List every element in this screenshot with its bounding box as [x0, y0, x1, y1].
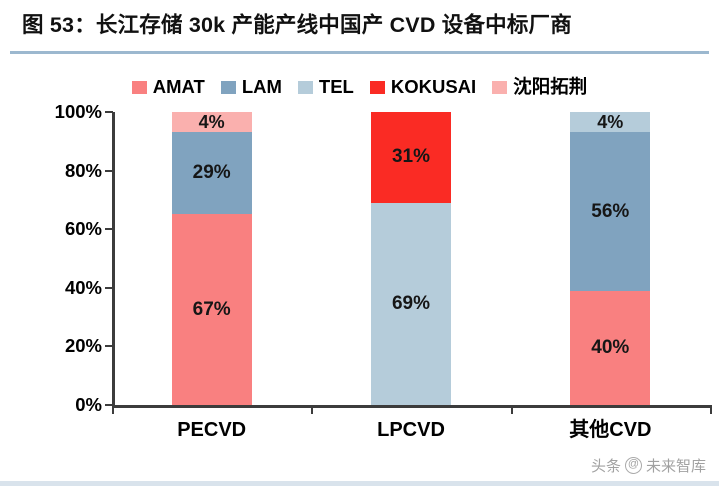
x-axis-tick-mark — [710, 405, 712, 414]
bar-segment-value-label: 69% — [391, 292, 430, 314]
y-axis-line — [112, 112, 115, 406]
legend-swatch-icon — [369, 80, 385, 94]
at-sign-icon: @ — [625, 457, 643, 474]
y-axis-tick-mark — [105, 228, 113, 231]
stacked-bar[interactable]: 31% 69% — [370, 112, 451, 405]
bar-segment-value-label: 67% — [192, 298, 231, 320]
bar-segment-AMAT[interactable]: 40% — [570, 291, 651, 405]
y-axis-tick-mark — [105, 404, 113, 406]
y-axis-tick-mark — [105, 169, 113, 172]
y-axis-labels: 0% 20% 40% 60% 80% 100% — [28, 100, 102, 415]
chart-legend: AMAT LAM TEL KOKUSAI 沈阳拓荆 — [0, 74, 719, 100]
bar-segment-TEL[interactable]: 4% — [570, 112, 651, 132]
x-axis-tick-mark — [311, 405, 314, 414]
bar-segment-AMAT[interactable]: 67% — [171, 214, 252, 405]
y-axis-tick-label: 0% — [75, 394, 102, 415]
bar-segment-value-label: 4% — [597, 112, 624, 132]
bar-segment-LAM[interactable]: 29% — [171, 132, 252, 215]
x-axis-category-label: PECVD — [177, 419, 247, 441]
x-axis-category-label: LPCVD — [377, 419, 445, 441]
bar-segment-value-label: 56% — [591, 200, 630, 222]
x-axis-line — [112, 405, 710, 408]
bar-group-LPCVD: 31% 69% — [311, 112, 510, 405]
legend-item-AMAT[interactable]: AMAT — [131, 76, 205, 97]
chart-plot-area: 0% 20% 40% 60% 80% 100% 4% 29% 67% 31% 69% 4% 56% 40… — [0, 100, 719, 441]
x-axis-labels: PECVD LPCVD 其他CVD — [112, 418, 710, 452]
legend-item-TEL[interactable]: TEL — [297, 76, 354, 97]
bar-segment-value-label: 40% — [591, 337, 630, 359]
legend-label: KOKUSAI — [390, 76, 477, 97]
legend-label: TEL — [318, 76, 354, 97]
y-axis-tick-mark — [105, 111, 113, 113]
legend-label: AMAT — [152, 76, 205, 97]
y-axis-tick-label: 20% — [64, 335, 102, 357]
y-axis-tick-label: 80% — [64, 159, 102, 181]
x-axis-category-label: 其他CVD — [569, 419, 652, 441]
y-axis-tick-label: 60% — [64, 218, 102, 240]
legend-item-KOKUSAI[interactable]: KOKUSAI — [369, 76, 477, 97]
legend-item-沈阳拓荆[interactable]: 沈阳拓荆 — [492, 77, 587, 97]
x-axis-tick-mark — [510, 405, 513, 414]
bar-segment-value-label: 29% — [192, 162, 231, 184]
bar-series-container: 4% 29% 67% 31% 69% 4% 56% 40% — [112, 112, 710, 405]
bar-segment-value-label: 4% — [198, 112, 225, 132]
legend-label: LAM — [241, 76, 282, 97]
y-axis-tick-mark — [105, 345, 113, 348]
footer-divider — [0, 481, 719, 486]
bar-segment-value-label: 31% — [391, 146, 430, 168]
legend-swatch-icon — [492, 80, 508, 94]
legend-swatch-icon — [131, 80, 147, 94]
x-axis-tick-mark — [112, 405, 114, 414]
legend-item-LAM[interactable]: LAM — [220, 76, 282, 97]
bar-segment-LAM[interactable]: 56% — [570, 132, 651, 292]
stacked-bar[interactable]: 4% 56% 40% — [570, 112, 651, 405]
legend-label: 沈阳拓荆 — [513, 76, 588, 97]
stacked-bar[interactable]: 4% 29% 67% — [171, 112, 252, 405]
watermark-label: 未来智库 — [646, 456, 707, 475]
bar-segment-TEL[interactable]: 69% — [370, 202, 451, 405]
y-axis-tick-label: 100% — [54, 101, 102, 122]
bar-segment-沈阳拓荆[interactable]: 4% — [171, 112, 252, 132]
legend-swatch-icon — [220, 80, 236, 94]
watermark-prefix: 头条 — [591, 457, 622, 475]
legend-swatch-icon — [297, 80, 313, 94]
bar-segment-KOKUSAI[interactable]: 31% — [370, 112, 451, 203]
bar-group-PECVD: 4% 29% 67% — [112, 112, 311, 405]
figure-header: 图 53：长江存储 30k 产能产线中国产 CVD 设备中标厂商 — [0, 0, 719, 56]
y-axis-tick-label: 40% — [64, 276, 102, 298]
header-divider — [10, 51, 709, 54]
bar-group-其他CVD: 4% 56% 40% — [511, 112, 710, 405]
y-axis-tick-mark — [105, 286, 113, 289]
watermark: 头条 @ 未来智库 — [591, 455, 706, 476]
page-title: 图 53：长江存储 30k 产能产线中国产 CVD 设备中标厂商 — [22, 13, 572, 37]
